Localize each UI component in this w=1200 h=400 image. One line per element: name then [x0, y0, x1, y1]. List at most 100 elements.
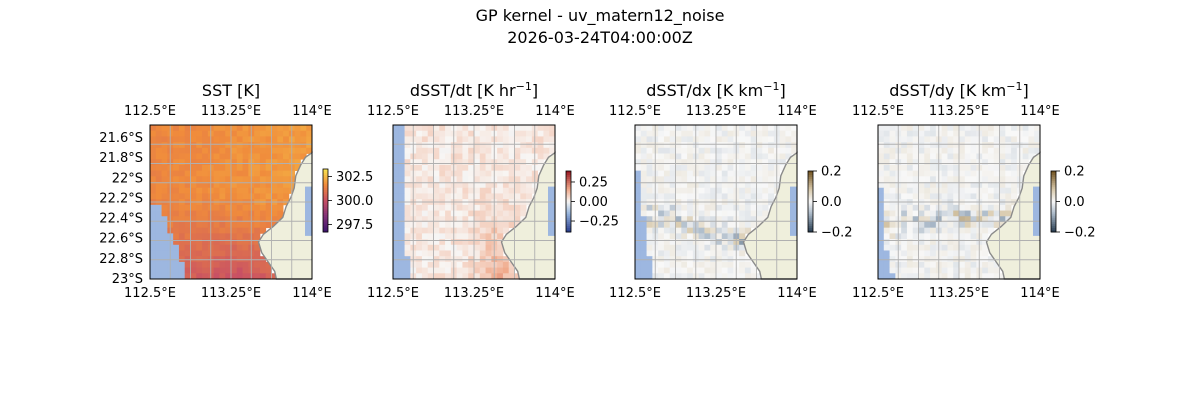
heatmap-cell — [393, 130, 400, 137]
heatmap-cell — [704, 136, 711, 143]
heatmap-cell — [739, 187, 746, 194]
heatmap-cell — [924, 267, 931, 274]
heatmap-cell — [219, 233, 226, 240]
colorbar-segment — [1051, 215, 1056, 219]
heatmap-cell — [704, 147, 711, 154]
lon-tick-label-top: 114°E — [292, 104, 332, 119]
heatmap-cell — [681, 130, 688, 137]
heatmap-cell — [271, 193, 278, 200]
heatmap-cell — [669, 267, 676, 274]
heatmap-cell — [190, 267, 197, 274]
heatmap-cell — [987, 187, 995, 194]
heatmap-cell — [987, 142, 995, 149]
heatmap-cell — [640, 142, 647, 149]
heatmap-cell — [658, 153, 665, 160]
heatmap-cell — [635, 210, 642, 217]
heatmap-cell — [704, 130, 711, 137]
map-panel-1: SST [K]112.5°E112.5°E113.25°E113.25°E114… — [99, 81, 373, 301]
heatmap-cell — [901, 187, 908, 194]
heatmap-cell — [479, 233, 486, 240]
heatmap-cell — [196, 187, 203, 194]
heatmap-cell — [727, 136, 734, 143]
heatmap-cell — [456, 170, 463, 177]
heatmap-cell — [698, 170, 705, 177]
heatmap-cell — [964, 125, 971, 132]
heatmap-cell — [993, 142, 1000, 149]
heatmap-cell — [178, 267, 186, 274]
heatmap-cell — [762, 147, 769, 154]
heatmap-cell — [514, 210, 521, 217]
heatmap-cell — [196, 221, 203, 229]
heatmap-cell — [445, 267, 452, 274]
heatmap-cell — [445, 159, 452, 166]
heatmap-cell — [173, 187, 180, 194]
heatmap-cell — [497, 261, 504, 268]
heatmap-cell — [646, 182, 653, 189]
heatmap-cell — [930, 267, 937, 274]
heatmap-cell — [999, 210, 1006, 217]
heatmap-cell — [155, 147, 162, 154]
heatmap-cell — [421, 147, 429, 154]
heatmap-cell — [1005, 182, 1012, 189]
heatmap-cell — [242, 136, 249, 143]
heatmap-cell — [196, 233, 203, 240]
heatmap-cell — [514, 216, 521, 223]
heatmap-cell — [190, 210, 197, 217]
heatmap-cell — [225, 170, 232, 177]
heatmap-cell — [924, 193, 931, 200]
heatmap-cell — [698, 153, 705, 160]
heatmap-cell — [959, 170, 966, 177]
heatmap-cell — [675, 159, 682, 166]
heatmap-cell — [768, 130, 775, 137]
heatmap-cell — [750, 216, 757, 223]
heatmap-cell — [727, 216, 734, 223]
heatmap-cell — [231, 204, 238, 211]
heatmap-cell — [161, 136, 168, 143]
heatmap-cell — [462, 244, 469, 251]
heatmap-cell — [779, 147, 786, 154]
colorbar-segment — [1051, 195, 1056, 198]
heatmap-cell — [416, 239, 423, 246]
heatmap-cell — [947, 233, 954, 240]
heatmap-cell — [196, 261, 203, 268]
heatmap-cell — [982, 130, 989, 137]
colorbar-segment — [323, 211, 328, 214]
heatmap-cell — [878, 256, 885, 263]
lat-tick-label: 22.6°S — [99, 232, 143, 247]
heatmap-cell — [514, 193, 521, 200]
heatmap-cell — [675, 244, 682, 251]
heatmap-cell — [640, 159, 647, 166]
heatmap-cell — [878, 176, 885, 183]
heatmap-cell — [514, 170, 521, 177]
heatmap-cell — [681, 250, 688, 257]
heatmap-cell — [739, 221, 746, 229]
heatmap-cell — [878, 187, 885, 194]
heatmap-cell — [502, 153, 510, 160]
lon-tick-label-bottom: 112.5°E — [609, 286, 661, 301]
heatmap-cell — [762, 142, 769, 149]
heatmap-cell — [1022, 142, 1029, 149]
heatmap-cell — [213, 142, 220, 149]
heatmap-cell — [906, 210, 914, 217]
heatmap-cell — [953, 187, 960, 194]
heatmap-cell — [416, 147, 423, 154]
lon-tick-label-top: 114°E — [777, 104, 817, 119]
heatmap-cell — [398, 233, 405, 240]
heatmap-cell — [878, 244, 885, 251]
heatmap-cell — [173, 125, 180, 132]
heatmap-cell — [393, 153, 400, 160]
heatmap-cell — [675, 267, 682, 274]
heatmap-cell — [439, 182, 446, 189]
heatmap-cell — [901, 136, 908, 143]
heatmap-cell — [918, 187, 925, 194]
colorbar-segment — [1051, 189, 1056, 192]
heatmap-cell — [901, 239, 908, 246]
colorbar-segment — [808, 213, 813, 217]
heatmap-cell — [404, 153, 411, 160]
heatmap-cell — [462, 267, 469, 274]
heatmap-cell — [710, 216, 717, 223]
heatmap-cell — [190, 233, 197, 240]
heatmap-cell — [537, 164, 544, 172]
heatmap-cell — [704, 250, 711, 257]
heatmap-cell — [721, 250, 728, 257]
